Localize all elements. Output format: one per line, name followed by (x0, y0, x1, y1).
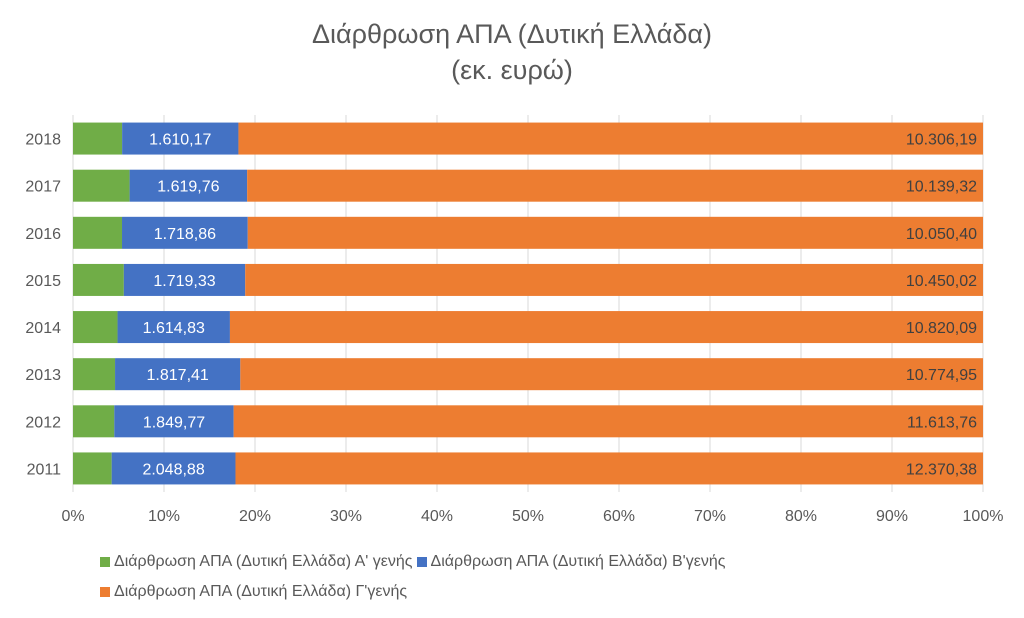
data-label: 10.050,40 (906, 226, 977, 243)
y-tick-label: 2011 (27, 461, 62, 478)
bar-segment (247, 169, 984, 202)
bar-segment (247, 216, 984, 249)
bar-segment (73, 452, 112, 485)
data-label: 1.619,76 (157, 179, 219, 196)
data-label: 2.048,88 (142, 461, 204, 478)
chart-legend: Διάρθρωση ΑΠΑ (Δυτική Ελλάδα) Α' γενής Δ… (100, 547, 1000, 607)
bar-segment (123, 263, 246, 296)
x-tick-label: 90% (876, 508, 908, 525)
x-tick-label: 80% (785, 508, 817, 525)
bar-segment (122, 216, 248, 249)
x-tick-label: 60% (603, 508, 635, 525)
legend-row-1: Διάρθρωση ΑΠΑ (Δυτική Ελλάδα) Α' γενής Δ… (100, 547, 1000, 577)
bar-segment (117, 311, 230, 344)
y-tick-label: 2017 (25, 179, 61, 196)
legend-label-series-1: Διάρθρωση ΑΠΑ (Δυτική Ελλάδα) Α' γενής (114, 553, 413, 570)
data-label: 10.820,09 (906, 320, 977, 337)
data-label: 11.613,76 (907, 414, 977, 431)
bar-segment (129, 169, 248, 202)
bar-segment (233, 405, 983, 438)
data-label: 1.849,77 (143, 414, 205, 431)
y-tick-label: 2014 (25, 320, 61, 337)
bar-segment (122, 122, 239, 155)
data-label: 10.139,32 (906, 179, 977, 196)
bar-segment (115, 358, 241, 391)
bar-segment (73, 358, 116, 391)
data-label: 1.718,86 (154, 226, 216, 243)
x-tick-label: 20% (239, 508, 271, 525)
bar-segment (73, 311, 118, 344)
legend-swatch-series-1 (100, 557, 110, 567)
bar-segment (229, 311, 983, 344)
chart-title: Διάρθρωση ΑΠΑ (Δυτική Ελλάδα) (312, 19, 712, 49)
legend-item-series-1: Διάρθρωση ΑΠΑ (Δυτική Ελλάδα) Α' γενής (100, 553, 413, 571)
bar-segment (73, 216, 123, 249)
bar-segment (240, 358, 983, 391)
data-label: 10.774,95 (906, 367, 977, 384)
bar-segment (238, 122, 983, 155)
bar-segment (73, 169, 130, 202)
legend-swatch-series-2 (416, 557, 427, 567)
bar-segment (245, 263, 984, 296)
data-label: 1.610,17 (149, 132, 211, 149)
legend-item-series-2: Διάρθρωση ΑΠΑ (Δυτική Ελλάδα) Β'γενής (416, 553, 726, 571)
bar-segment (73, 263, 124, 296)
bar-segment (111, 452, 236, 485)
legend-item-series-3: Διάρθρωση ΑΠΑ (Δυτική Ελλάδα) Γ'γενής (100, 583, 407, 601)
y-tick-label: 2015 (25, 273, 61, 290)
x-tick-label: 100% (963, 508, 1004, 525)
bar-segment (235, 452, 984, 485)
bar-segment (73, 405, 115, 438)
y-tick-label: 2012 (25, 414, 61, 431)
data-label: 1.719,33 (153, 273, 215, 290)
y-tick-label: 2018 (25, 132, 61, 149)
legend-label-series-2: Διάρθρωση ΑΠΑ (Δυτική Ελλάδα) Β'γενής (430, 553, 726, 570)
bar-segment (73, 122, 123, 155)
y-tick-label: 2016 (25, 226, 61, 243)
data-label: 1.817,41 (147, 367, 209, 384)
y-tick-label: 2013 (25, 367, 61, 384)
legend-row-2: Διάρθρωση ΑΠΑ (Δυτική Ελλάδα) Γ'γενής (100, 577, 1000, 607)
x-tick-label: 70% (694, 508, 726, 525)
x-tick-label: 0% (61, 508, 84, 525)
x-tick-label: 30% (330, 508, 362, 525)
data-label: 12.370,38 (906, 461, 977, 478)
legend-swatch-series-3 (100, 587, 110, 597)
data-label: 10.306,19 (906, 132, 977, 149)
chart-subtitle: (εκ. ευρώ) (451, 55, 573, 85)
x-tick-label: 40% (421, 508, 453, 525)
bar-segment (114, 405, 234, 438)
x-tick-label: 50% (512, 508, 544, 525)
data-label: 1.614,83 (143, 320, 205, 337)
data-label: 10.450,02 (906, 273, 977, 290)
chart-title-block: Διάρθρωση ΑΠΑ (Δυτική Ελλάδα) (εκ. ευρώ) (0, 16, 1024, 88)
legend-label-series-3: Διάρθρωση ΑΠΑ (Δυτική Ελλάδα) Γ'γενής (114, 583, 408, 600)
x-tick-label: 10% (148, 508, 180, 525)
